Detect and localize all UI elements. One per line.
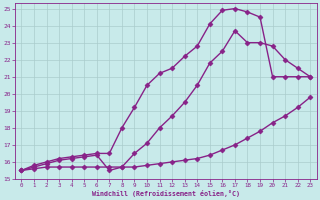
X-axis label: Windchill (Refroidissement éolien,°C): Windchill (Refroidissement éolien,°C) bbox=[92, 190, 240, 197]
